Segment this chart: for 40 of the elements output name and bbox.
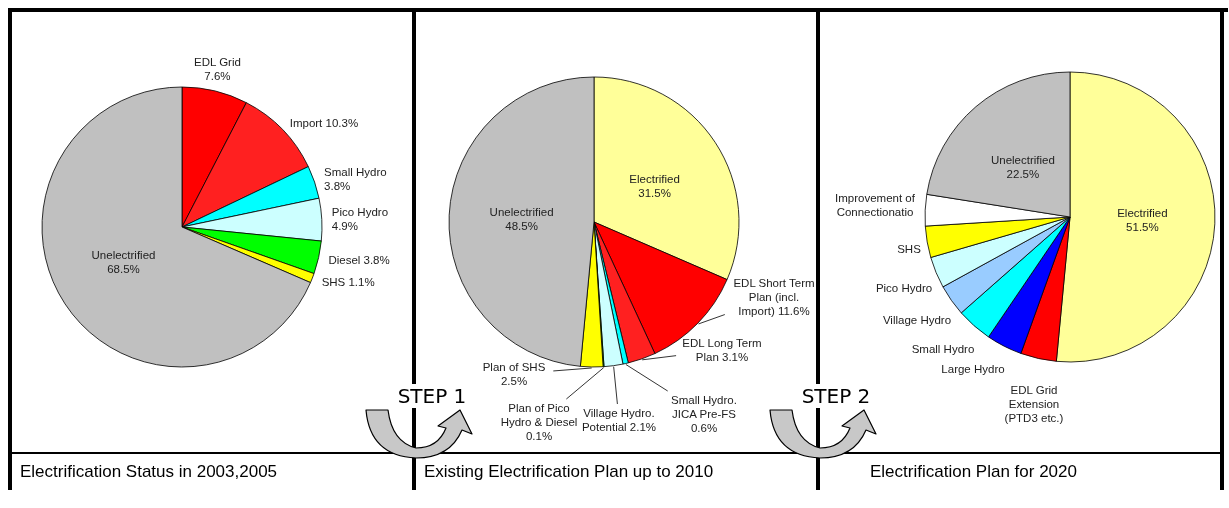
slice-label: Plan of Pico Hydro & Diesel xyxy=(500,402,578,428)
slice-label: Improvement of Connectionatio xyxy=(835,192,916,218)
slice-label: SHS 1.1% xyxy=(321,275,375,288)
data-label: 0.6% xyxy=(690,422,718,434)
slice-label: Pico Hydro xyxy=(875,282,933,294)
slice-label: Unelectrified xyxy=(489,205,554,218)
slice-label: SHS xyxy=(897,243,922,255)
slice-label: Unelectrified xyxy=(990,154,1055,167)
slice-label: Small Hydro. JICA Pre-FS xyxy=(671,394,737,420)
slice-label: Small Hydro xyxy=(911,343,975,355)
slice-label: Electrified xyxy=(629,173,680,186)
slice-label: Unelectrified xyxy=(91,248,156,261)
text: Electrification Plan for 2020 xyxy=(820,452,1220,490)
slice-label: EDL Grid Extension (PTD3 etc.) xyxy=(1004,384,1064,424)
data-label: 0.1% xyxy=(525,430,553,442)
text: Electrification Status in 2003,2005 xyxy=(12,452,412,490)
slice-label: EDL Long Term Plan 3.1% xyxy=(682,337,762,363)
text: STEP 1 xyxy=(392,384,472,408)
slice-label: Small Hydro xyxy=(324,165,387,178)
data-label: 3.8% xyxy=(324,179,351,192)
data-label: 22.5% xyxy=(1006,168,1040,181)
slice-label: Village Hydro. Potential 2.1% xyxy=(581,407,657,433)
slice-label: EDL Grid xyxy=(194,56,241,69)
data-label: 48.5% xyxy=(505,219,538,232)
data-label: 7.6% xyxy=(204,70,231,83)
slice-label: Large Hydro xyxy=(941,363,1005,375)
slice-label: Plan of SHS xyxy=(482,361,546,373)
data-label: 31.5% xyxy=(638,187,671,200)
data-label: 2.5% xyxy=(500,375,528,387)
data-label: 4.9% xyxy=(331,219,358,232)
slice-label: Village Hydro xyxy=(882,314,952,326)
slice-label: Electrified xyxy=(1117,207,1168,220)
data-label: 51.5% xyxy=(1126,221,1159,234)
slice-label: Diesel 3.8% xyxy=(328,253,390,266)
slice-label: EDL Short Term Plan (incl. Import) 11.6% xyxy=(733,277,815,317)
slice-label: Import 10.3% xyxy=(289,116,359,129)
slice-label: Pico Hydro xyxy=(331,205,389,218)
data-label: 68.5% xyxy=(107,262,140,275)
text: Existing Electrification Plan up to 2010 xyxy=(416,452,816,490)
text: STEP 2 xyxy=(796,384,876,408)
